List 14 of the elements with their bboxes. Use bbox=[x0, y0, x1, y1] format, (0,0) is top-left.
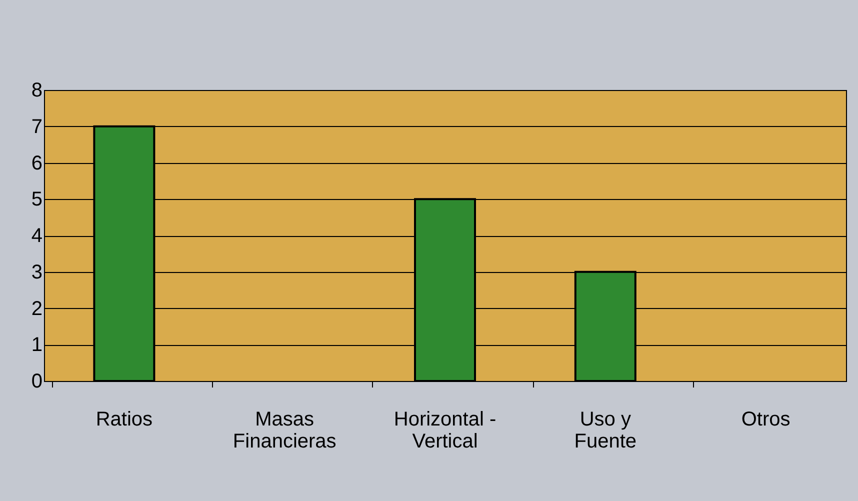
y-tick-label: 8 bbox=[31, 80, 42, 102]
x-tick-label: Uso y Fuente bbox=[574, 408, 637, 452]
x-tick-label: Ratios bbox=[96, 408, 153, 430]
x-tick-label: Masas Financieras bbox=[232, 408, 336, 452]
x-tick-label: Horizontal - Vertical bbox=[394, 408, 496, 452]
y-tick-label: 2 bbox=[31, 298, 42, 320]
y-tick-label: 7 bbox=[31, 116, 42, 138]
y-tick-label: 4 bbox=[31, 225, 42, 247]
y-tick-label: 5 bbox=[31, 188, 42, 211]
y-tick-label: 1 bbox=[31, 334, 42, 356]
y-tick-label: 0 bbox=[31, 370, 42, 392]
y-tick-label: 6 bbox=[31, 152, 42, 174]
x-tick-label: Otros bbox=[741, 408, 790, 430]
y-tick-label: 3 bbox=[31, 261, 42, 284]
